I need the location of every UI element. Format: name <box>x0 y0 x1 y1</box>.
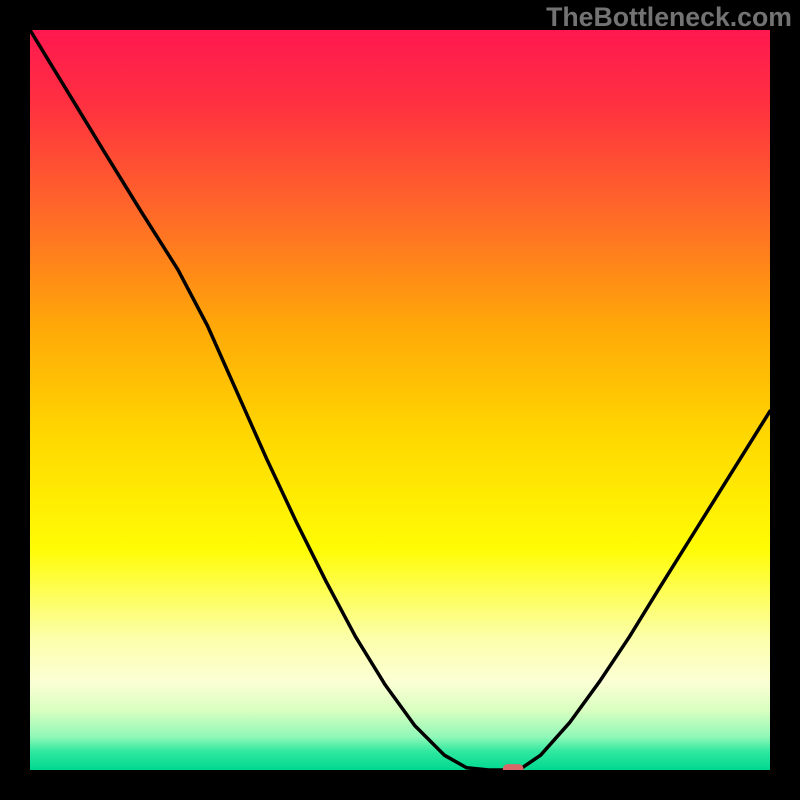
border-left <box>0 0 30 800</box>
chart-svg <box>0 0 800 800</box>
bottleneck-chart: TheBottleneck.com <box>0 0 800 800</box>
attribution-text: TheBottleneck.com <box>546 2 792 33</box>
border-bottom <box>0 770 800 800</box>
border-right <box>770 0 800 800</box>
chart-background-gradient <box>30 30 770 770</box>
